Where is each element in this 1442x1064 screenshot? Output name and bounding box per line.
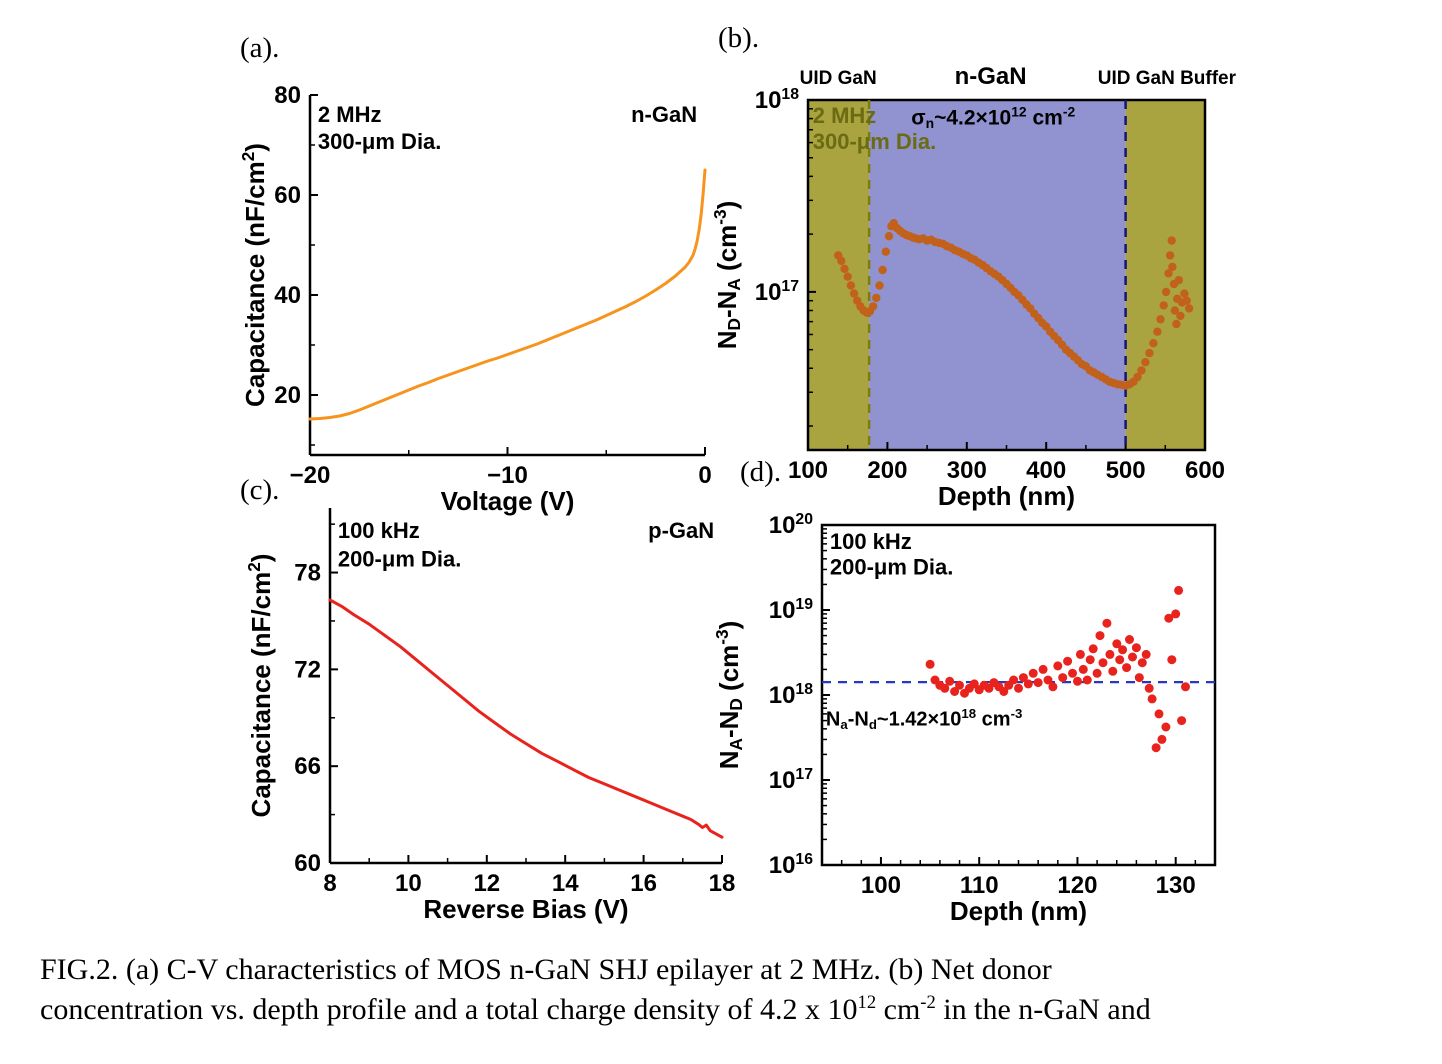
svg-text:1020: 1020	[769, 511, 813, 539]
figure-caption: FIG.2. (a) C-V characteristics of MOS n-…	[40, 953, 1151, 1026]
svg-text:0: 0	[698, 462, 711, 489]
svg-text:66: 66	[294, 753, 321, 780]
svg-text:Voltage (V): Voltage (V)	[441, 486, 575, 516]
panel-a-chart: −20 −10 0 20 40 60 80 2 MHz 300-μm Dia. n-GaN Volt…	[230, 28, 722, 528]
svg-text:1019: 1019	[769, 596, 813, 624]
svg-text:Capacitance (nF/cm2): Capacitance (nF/cm2)	[238, 143, 270, 407]
svg-text:Na-Nd~1.42×1018 cm-3: Na-Nd~1.42×1018 cm-3	[826, 706, 1022, 732]
svg-text:110: 110	[960, 872, 999, 899]
panel-d-label: (d).	[740, 456, 782, 488]
svg-text:16: 16	[630, 870, 657, 897]
svg-text:1017: 1017	[769, 766, 813, 794]
svg-text:σn~4.2×1012 cm-2: σn~4.2×1012 cm-2	[911, 104, 1075, 131]
svg-text:100 kHz: 100 kHz	[830, 529, 912, 554]
svg-text:600: 600	[1185, 457, 1225, 484]
svg-text:1016: 1016	[769, 851, 813, 879]
svg-text:300-μm Dia.: 300-μm Dia.	[813, 129, 937, 154]
svg-text:400: 400	[1026, 457, 1066, 484]
panel-a-label: (a).	[240, 32, 280, 64]
svg-text:NA-ND (cm-3): NA-ND (cm-3)	[712, 621, 746, 770]
svg-text:40: 40	[274, 282, 301, 309]
svg-text:ND-NA (cm-3): ND-NA (cm-3)	[710, 201, 744, 350]
svg-text:72: 72	[294, 656, 321, 683]
svg-text:1017: 1017	[755, 278, 799, 306]
panel-b-chart: 100 200 300 400 500 600 1017 1018 UID GaN n-GaN UI…	[710, 55, 1240, 525]
svg-text:20: 20	[274, 382, 301, 409]
svg-text:14: 14	[552, 870, 579, 897]
svg-text:80: 80	[274, 82, 301, 109]
svg-text:−20: −20	[290, 462, 331, 489]
svg-text:10: 10	[395, 870, 422, 897]
svg-text:500: 500	[1106, 457, 1146, 484]
svg-text:100: 100	[788, 457, 828, 484]
svg-text:Depth (nm): Depth (nm)	[950, 896, 1087, 926]
svg-text:130: 130	[1156, 872, 1196, 899]
svg-text:UID GaN: UID GaN	[800, 68, 877, 89]
svg-text:2 MHz: 2 MHz	[318, 102, 382, 127]
svg-text:60: 60	[294, 850, 321, 877]
panel-b-label: (b).	[718, 22, 760, 54]
panel-c-label: (c).	[240, 474, 280, 506]
svg-text:1018: 1018	[769, 681, 813, 709]
svg-text:100 kHz: 100 kHz	[338, 518, 420, 543]
svg-text:300-μm Dia.: 300-μm Dia.	[318, 129, 442, 154]
svg-text:8: 8	[323, 870, 336, 897]
svg-text:200: 200	[867, 457, 907, 484]
svg-text:120: 120	[1057, 872, 1097, 899]
svg-text:60: 60	[274, 182, 301, 209]
panel-c-chart: 8 10 12 14 16 18 60 66 72 78 100 kHz 200-μm Dia. p-G…	[230, 470, 742, 950]
panel-d-chart: 100 110 120 130 1016 1017 1018 1019 1020 100 kHz 2…	[710, 460, 1242, 942]
svg-text:n-GaN: n-GaN	[631, 102, 697, 127]
svg-text:300: 300	[947, 457, 987, 484]
svg-text:18: 18	[709, 870, 736, 897]
svg-text:p-GaN: p-GaN	[648, 518, 714, 543]
svg-text:2 MHz: 2 MHz	[813, 103, 877, 128]
svg-text:Capacitance (nF/cm2): Capacitance (nF/cm2)	[244, 554, 276, 818]
svg-text:n-GaN: n-GaN	[955, 63, 1027, 90]
svg-text:78: 78	[294, 560, 321, 587]
svg-text:1018: 1018	[755, 86, 799, 114]
svg-text:Reverse Bias (V): Reverse Bias (V)	[423, 894, 628, 924]
svg-text:200-μm Dia.: 200-μm Dia.	[830, 554, 954, 579]
svg-text:12: 12	[473, 870, 500, 897]
svg-text:100: 100	[861, 872, 901, 899]
svg-text:UID GaN Buffer: UID GaN Buffer	[1098, 68, 1237, 89]
svg-text:Depth (nm): Depth (nm)	[938, 481, 1075, 511]
svg-text:200-μm Dia.: 200-μm Dia.	[338, 547, 462, 572]
svg-text:−10: −10	[487, 462, 528, 489]
